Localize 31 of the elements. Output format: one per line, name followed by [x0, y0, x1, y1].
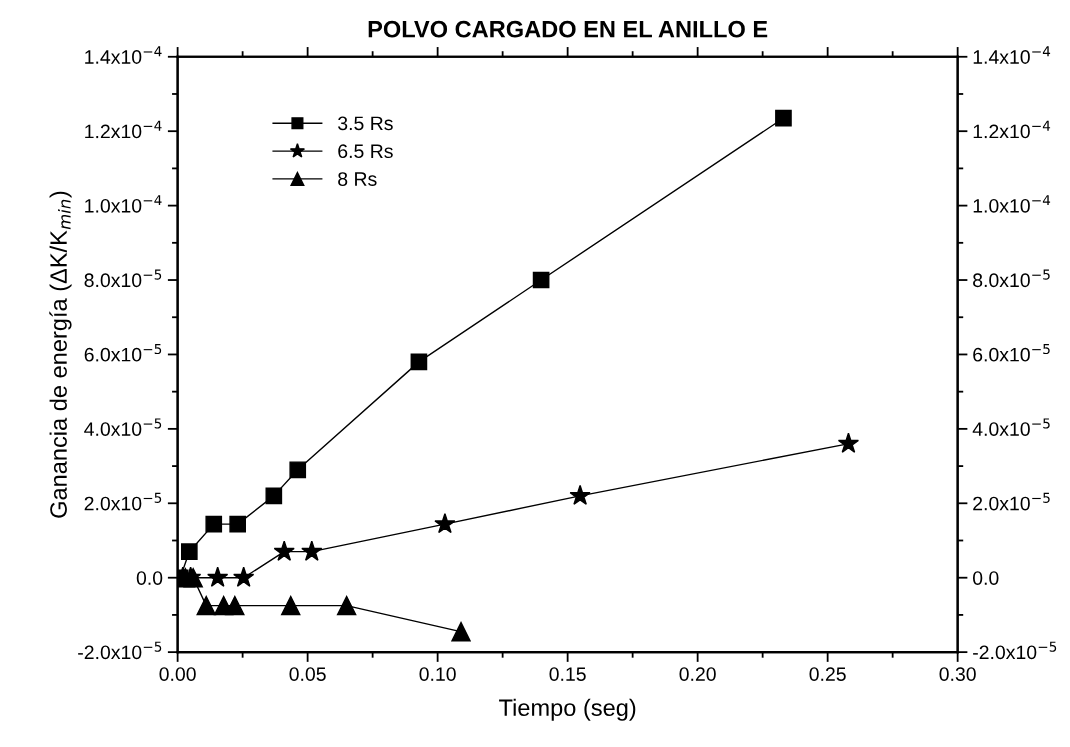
- x-axis-title: Tiempo (seg): [499, 698, 636, 721]
- y2-tick-label: 8.0x10$^{−5}$: [973, 269, 1050, 288]
- y2-tick-label: 2.0x10$^{−5}$: [973, 492, 1050, 511]
- y-tick-label: 2.0x10$^{−5}$: [84, 492, 162, 511]
- y-axis-title: Ganancia de energía (ΔK/K$_{min}$): [49, 191, 72, 518]
- x-tick-label: 0.15: [549, 667, 586, 681]
- legend-label: 3.5 Rs: [338, 116, 393, 131]
- y-tick-label: 8.0x10$^{−5}$: [84, 269, 162, 288]
- y-tick-label: -2.0x10$^{−5}$: [78, 641, 162, 660]
- x-tick-label: 0.25: [809, 667, 846, 681]
- y-tick-label: 1.0x10$^{−4}$: [85, 195, 162, 213]
- y-tick-label: 1.4x10$^{−4}$: [85, 46, 162, 64]
- y2-tick-label: 4.0x10$^{−5}$: [972, 418, 1050, 436]
- x-tick-label: 0.05: [289, 667, 326, 681]
- x-tick-label: 0.10: [419, 667, 456, 681]
- y2-tick-label: 0.0: [972, 571, 999, 585]
- y-tick-label: 4.0x10$^{−5}$: [84, 418, 162, 436]
- legend-label: 6.5 Rs: [338, 144, 393, 159]
- y-tick-label: 0.0: [136, 571, 163, 585]
- chart-title: POLVO CARGADO EN EL ANILLO E: [368, 20, 768, 38]
- y2-tick-label: 1.0x10$^{−4}$: [973, 195, 1051, 213]
- legend-label: 8 Rs: [338, 172, 377, 186]
- y-tick-label: 1.2x10$^{−4}$: [85, 120, 162, 139]
- y2-tick-label: -2.0x10$^{−5}$: [973, 641, 1057, 660]
- y2-tick-label: 1.4x10$^{−4}$: [973, 46, 1051, 64]
- x-tick-label: 0.30: [939, 667, 976, 681]
- x-tick-label: 0.00: [159, 667, 196, 681]
- y2-tick-label: 1.2x10$^{−4}$: [973, 120, 1051, 139]
- y-tick-label: 6.0x10$^{−5}$: [84, 344, 162, 362]
- x-tick-label: 0.20: [679, 667, 716, 681]
- y2-tick-label: 6.0x10$^{−5}$: [973, 344, 1050, 362]
